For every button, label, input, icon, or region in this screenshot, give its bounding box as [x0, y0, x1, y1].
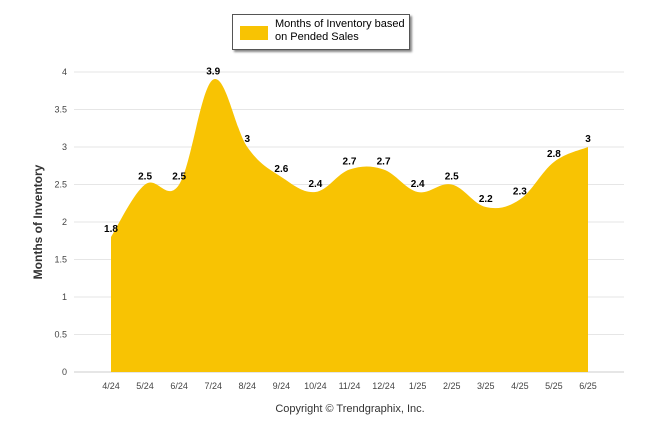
data-label: 2.5 [445, 172, 459, 183]
data-label: 2.8 [547, 149, 561, 160]
data-label: 2.7 [377, 157, 391, 168]
data-label: 3.9 [206, 67, 220, 78]
x-tick-label: 2/25 [443, 381, 461, 391]
x-tick-label: 6/25 [579, 381, 597, 391]
data-label: 2.7 [343, 157, 357, 168]
x-tick-label: 4/24 [102, 381, 120, 391]
x-tick-label: 4/25 [511, 381, 529, 391]
x-tick-label: 10/24 [304, 381, 327, 391]
y-tick-label: 3 [62, 142, 67, 152]
y-tick-label: 4 [62, 67, 67, 77]
area-series [111, 78, 588, 373]
data-label: 1.8 [104, 224, 118, 235]
y-tick-label: 2.5 [54, 180, 67, 190]
data-label: 2.5 [138, 172, 152, 183]
data-label: 2.6 [274, 164, 288, 175]
data-label: 2.4 [308, 179, 322, 190]
legend-label: Months of Inventory based on Pended Sale… [275, 18, 405, 43]
data-label: 2.3 [513, 187, 527, 198]
y-tick-label: 2 [62, 217, 67, 227]
data-label: 2.2 [479, 194, 493, 205]
copyright-credit: Copyright © Trendgraphix, Inc. [275, 403, 424, 415]
y-tick-label: 0.5 [54, 330, 67, 340]
data-label: 2.4 [411, 179, 425, 190]
x-tick-label: 8/24 [239, 381, 257, 391]
x-tick-label: 1/25 [409, 381, 427, 391]
y-tick-label: 1.5 [54, 255, 67, 265]
data-label: 3 [245, 134, 251, 145]
y-axis-ticks: 0 0.5 1 1.5 2 2.5 3 3.5 4 [54, 67, 67, 377]
y-tick-label: 1 [62, 292, 67, 302]
y-tick-label: 3.5 [54, 105, 67, 115]
x-tick-label: 11/24 [339, 381, 361, 391]
data-label: 3 [585, 134, 591, 145]
x-tick-label: 5/24 [136, 381, 154, 391]
legend-swatch [240, 26, 268, 40]
x-tick-label: 5/25 [545, 381, 563, 391]
y-tick-label: 0 [62, 367, 67, 377]
x-tick-label: 6/24 [170, 381, 188, 391]
data-labels: 1.8 2.5 2.5 3.9 3 2.6 2.4 2.7 2.7 2.4 2.5 2.2 2.3 2.8… [104, 67, 591, 236]
x-tick-label: 9/24 [273, 381, 291, 391]
x-tick-label: 7/24 [204, 381, 222, 391]
x-tick-label: 3/25 [477, 381, 495, 391]
x-tick-label: 12/24 [372, 381, 395, 391]
data-label: 2.5 [172, 172, 186, 183]
legend: Months of Inventory based on Pended Sale… [232, 14, 410, 50]
x-axis-ticks: 4/24 5/24 6/24 7/24 8/24 9/24 10/24 11/24 12/24 1… [102, 381, 597, 391]
y-axis-title: Months of Inventory [31, 164, 45, 279]
